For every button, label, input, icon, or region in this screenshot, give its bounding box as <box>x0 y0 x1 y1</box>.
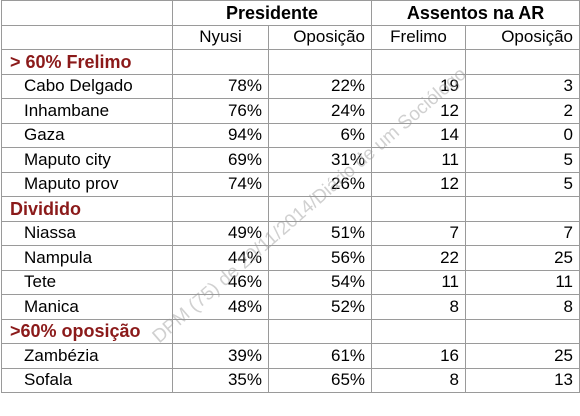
value-cell: 52% <box>267 294 373 320</box>
value-cell: 65% <box>267 367 373 393</box>
empty-cell <box>371 318 467 344</box>
value-cell: 25 <box>465 343 580 369</box>
header-group: Presidente <box>171 0 373 26</box>
province-name: Maputo prov <box>1 171 173 197</box>
value-cell: 8 <box>465 294 580 320</box>
value-cell: 31% <box>267 147 373 173</box>
empty-cell <box>172 49 269 75</box>
empty-cell <box>465 49 580 75</box>
province-name: Manica <box>1 294 173 320</box>
value-cell: 14 <box>371 122 467 148</box>
value-cell: 16 <box>371 343 467 369</box>
table-row: Gaza 94% 6% 14 0 <box>1 122 580 148</box>
group-label: >60% oposição <box>1 318 173 344</box>
value-cell: 48% <box>172 294 269 320</box>
table-row: Maputo prov 74% 26% 12 5 <box>1 171 580 197</box>
province-name: Gaza <box>1 122 173 148</box>
empty-cell <box>172 196 269 222</box>
value-cell: 19 <box>371 73 467 99</box>
group-label: > 60% Frelimo <box>1 49 173 75</box>
province-name: Nampula <box>1 245 173 271</box>
province-name: Sofala <box>1 367 173 393</box>
value-cell: 51% <box>267 220 373 246</box>
value-cell: 7 <box>465 220 580 246</box>
value-cell: 25 <box>465 245 580 271</box>
table-row: Tete 46% 54% 11 11 <box>1 269 580 295</box>
value-cell: 3 <box>465 73 580 99</box>
empty-cell <box>371 196 467 222</box>
value-cell: 76% <box>172 98 269 124</box>
province-name: Maputo city <box>1 147 173 173</box>
province-name: Niassa <box>1 220 173 246</box>
table-row: Inhambane 76% 24% 12 2 <box>1 98 580 124</box>
value-cell: 22% <box>267 73 373 99</box>
value-cell: 24% <box>267 98 373 124</box>
table-row: Manica 48% 52% 8 8 <box>1 294 580 320</box>
corner-cell <box>1 0 173 26</box>
column-header: Frelimo <box>371 24 467 50</box>
table-row: Niassa 49% 51% 7 7 <box>1 220 580 246</box>
table-row: >60% oposição <box>1 318 580 344</box>
value-cell: 22 <box>371 245 467 271</box>
column-header: Oposição <box>465 24 580 50</box>
table-row: Zambézia 39% 61% 16 25 <box>1 343 580 369</box>
value-cell: 13 <box>465 367 580 393</box>
value-cell: 8 <box>371 294 467 320</box>
table-row: Maputo city 69% 31% 11 5 <box>1 147 580 173</box>
value-cell: 6% <box>267 122 373 148</box>
value-cell: 5 <box>465 147 580 173</box>
table-row: Sofala 35% 65% 8 13 <box>1 367 580 393</box>
table-row: > 60% Frelimo <box>1 49 580 75</box>
table-row: Nampula 44% 56% 22 25 <box>1 245 580 271</box>
value-cell: 12 <box>371 171 467 197</box>
value-cell: 39% <box>172 343 269 369</box>
value-cell: 61% <box>267 343 373 369</box>
value-cell: 8 <box>371 367 467 393</box>
value-cell: 35% <box>172 367 269 393</box>
column-header: Oposição <box>267 24 373 50</box>
column-header: Nyusi <box>172 24 269 50</box>
value-cell: 69% <box>172 147 269 173</box>
empty-cell <box>267 49 373 75</box>
value-cell: 54% <box>267 269 373 295</box>
table-body: Presidente Assentos na AR Nyusi Oposição Fre… <box>1 0 580 393</box>
table-row: Nyusi Oposição Frelimo Oposição <box>1 24 580 50</box>
empty-cell <box>267 196 373 222</box>
empty-cell <box>465 196 580 222</box>
value-cell: 56% <box>267 245 373 271</box>
value-cell: 0 <box>465 122 580 148</box>
table-row: Dividido <box>1 196 580 222</box>
value-cell: 7 <box>371 220 467 246</box>
empty-cell <box>465 318 580 344</box>
group-label: Dividido <box>1 196 173 222</box>
province-name: Inhambane <box>1 98 173 124</box>
province-name: Tete <box>1 269 173 295</box>
value-cell: 11 <box>371 147 467 173</box>
value-cell: 11 <box>371 269 467 295</box>
province-name: Cabo Delgado <box>1 73 173 99</box>
table-row: Presidente Assentos na AR <box>1 0 580 26</box>
value-cell: 2 <box>465 98 580 124</box>
value-cell: 11 <box>465 269 580 295</box>
results-table: Presidente Assentos na AR Nyusi Oposição Fre… <box>1 0 580 393</box>
value-cell: 46% <box>172 269 269 295</box>
empty-cell <box>267 318 373 344</box>
value-cell: 44% <box>172 245 269 271</box>
value-cell: 26% <box>267 171 373 197</box>
value-cell: 94% <box>172 122 269 148</box>
empty-cell <box>172 318 269 344</box>
header-group: Assentos na AR <box>371 0 580 26</box>
value-cell: 12 <box>371 98 467 124</box>
empty-cell <box>371 49 467 75</box>
value-cell: 49% <box>172 220 269 246</box>
corner-cell <box>1 24 173 50</box>
value-cell: 74% <box>172 171 269 197</box>
value-cell: 78% <box>172 73 269 99</box>
province-name: Zambézia <box>1 343 173 369</box>
value-cell: 5 <box>465 171 580 197</box>
table-row: Cabo Delgado 78% 22% 19 3 <box>1 73 580 99</box>
